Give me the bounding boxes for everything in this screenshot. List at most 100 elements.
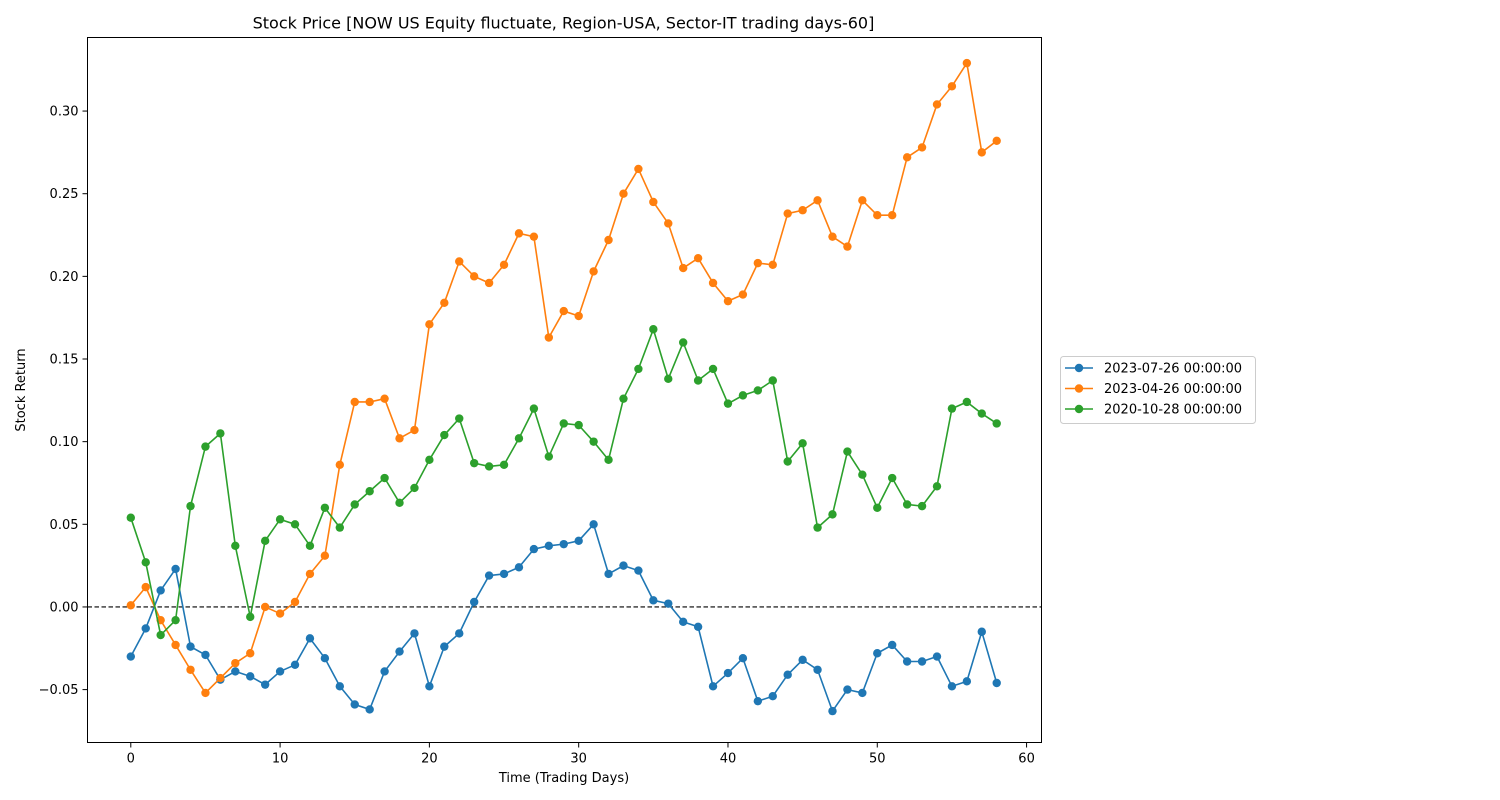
x-tick-label: 10 [272, 752, 289, 767]
data-point [902, 657, 912, 666]
data-point [589, 437, 598, 446]
data-point [962, 677, 972, 686]
data-point [425, 455, 434, 465]
legend-label: 2020-10-28 00:00:00 [1104, 403, 1242, 418]
data-point [544, 541, 554, 550]
data-point [171, 564, 180, 574]
data-point [514, 434, 524, 443]
data-point [813, 665, 822, 674]
series-group [126, 58, 1001, 698]
data-point [499, 460, 509, 469]
y-tick-label: 0.00 [50, 600, 79, 615]
data-point [395, 647, 404, 656]
data-point [141, 558, 150, 567]
data-point [216, 429, 225, 438]
data-point [335, 460, 345, 469]
data-point [678, 263, 688, 273]
data-point [260, 536, 270, 546]
data-point [738, 653, 748, 663]
data-point [783, 457, 792, 466]
data-point [873, 649, 882, 658]
data-point [649, 197, 658, 207]
data-point [231, 541, 240, 550]
data-point [634, 566, 643, 575]
legend-label: 2023-07-26 00:00:00 [1104, 362, 1242, 377]
data-point [141, 624, 150, 633]
data-point [708, 278, 718, 288]
data-point [335, 523, 345, 532]
data-point [410, 629, 419, 638]
data-point [275, 667, 285, 676]
data-point [156, 586, 165, 595]
data-point [246, 612, 255, 622]
data-point [529, 544, 539, 554]
data-point [932, 652, 942, 661]
data-point [619, 561, 628, 570]
data-point [290, 597, 300, 607]
x-tick-label: 20 [421, 752, 438, 767]
data-point [813, 196, 822, 205]
data-point [753, 696, 763, 706]
data-point [798, 439, 807, 448]
data-point [126, 601, 135, 610]
data-point [753, 258, 763, 268]
data-point [455, 257, 464, 266]
legend-marker [1074, 363, 1084, 373]
data-point [514, 229, 524, 238]
data-point [917, 143, 927, 152]
data-point [604, 235, 613, 245]
y-tick-label: 0.30 [50, 105, 79, 120]
data-point [305, 541, 315, 550]
data-point [484, 278, 494, 288]
data-point [320, 551, 330, 560]
data-point [977, 409, 986, 418]
data-point [828, 232, 837, 241]
y-tick-label: 0.15 [50, 353, 79, 368]
data-point [425, 682, 434, 691]
legend-marker [1074, 404, 1084, 414]
data-point [828, 706, 837, 716]
legend-label: 2023-04-26 00:00:00 [1104, 382, 1242, 397]
data-point [126, 513, 135, 522]
data-point [783, 209, 792, 218]
data-point [275, 515, 285, 524]
data-point [350, 500, 359, 509]
data-point [977, 627, 986, 636]
legend: 2023-07-26 00:00:00 2023-04-26 00:00:00 20… [1060, 356, 1256, 424]
data-point [380, 667, 389, 676]
data-point [574, 420, 583, 430]
data-point [858, 688, 867, 698]
data-point [708, 682, 718, 691]
axes-frame [87, 37, 1042, 743]
data-point [290, 660, 300, 670]
data-point [843, 242, 852, 251]
data-point [634, 364, 643, 374]
data-point [604, 569, 613, 579]
data-point [335, 682, 345, 691]
data-point [664, 219, 673, 228]
y-axis: −0.05 0.00 0.05 0.10 0.15 0.20 0.25 0.30 [39, 105, 88, 698]
data-point [201, 442, 210, 451]
data-point [529, 232, 539, 241]
data-point [693, 253, 703, 263]
data-point [320, 653, 330, 663]
series-group [126, 520, 1001, 716]
data-point [544, 452, 554, 461]
data-point [723, 296, 733, 306]
y-tick-label: 0.10 [50, 435, 79, 450]
data-point [559, 306, 568, 316]
data-point [962, 58, 972, 68]
data-point [246, 649, 255, 658]
data-point [768, 260, 777, 269]
data-point [141, 582, 150, 592]
x-tick-label: 40 [720, 752, 737, 767]
series-line [130, 62, 998, 694]
data-point [201, 688, 210, 698]
data-point [678, 338, 688, 347]
data-point [843, 447, 852, 456]
data-point [858, 196, 867, 205]
data-point [246, 672, 255, 681]
y-tick-label: 0.25 [50, 187, 79, 202]
y-axis-label: Stock Return [14, 348, 29, 431]
